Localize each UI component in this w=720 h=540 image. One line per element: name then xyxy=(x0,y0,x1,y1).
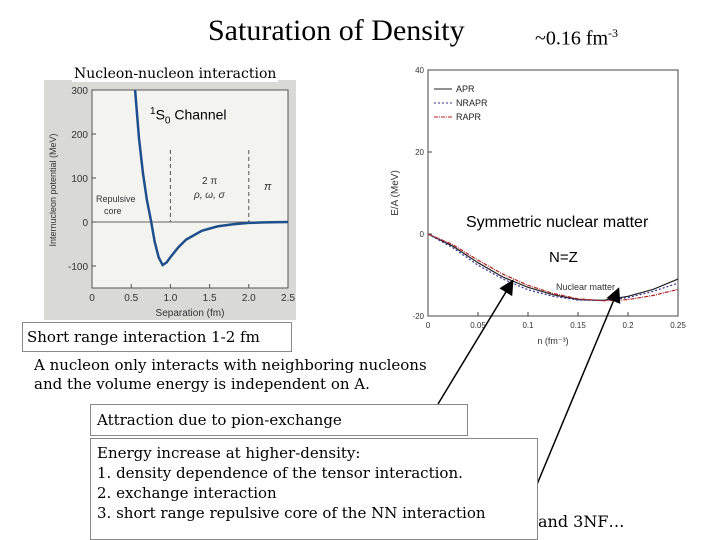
nuclear-matter-plot: 0 0.05 0.1 0.15 0.2 0.25 40 20 0 -20 E/A (MeV) n … xyxy=(380,60,690,348)
left-x-tick: 1.0 xyxy=(163,293,177,304)
right-x-tick: 0.05 xyxy=(470,321,486,330)
n-equals-z-label: N=Z xyxy=(546,248,581,267)
right-y-axis-label: E/A (MeV) xyxy=(390,170,401,216)
left-x-tick: 2.5 xyxy=(281,293,295,304)
core-label: core xyxy=(104,206,122,216)
nn-potential-plot: 0 0.5 1.0 1.5 2.0 2.5 300 200 100 0 -100 Internucl… xyxy=(44,80,296,320)
left-y-tick: -100 xyxy=(68,262,88,273)
legend-rapr: RAPR xyxy=(456,112,482,122)
left-x-tick: 0 xyxy=(89,293,95,304)
left-y-tick: 0 xyxy=(82,218,88,229)
attraction-box: Attraction due to pion-exchange xyxy=(90,404,468,436)
potential-curve xyxy=(133,89,289,267)
short-range-box: Short range interaction 1-2 fm xyxy=(22,322,292,352)
right-y-tick: 40 xyxy=(415,66,424,75)
energy-heading: Energy increase at higher-density: xyxy=(97,444,361,462)
nuclear-matter-curve-label: Nuclear matter xyxy=(556,282,615,292)
left-y-axis-label: Internucleon potential (MeV) xyxy=(48,133,58,246)
nn-interaction-label: Nucleon-nucleon interaction xyxy=(72,66,279,82)
saturation-density-value: ~0.16 fm-3 xyxy=(535,26,619,50)
energy-item-2: 2. exchange interaction xyxy=(97,484,277,502)
left-x-tick: 1.5 xyxy=(203,293,217,304)
channel-label: 1S0 Channel xyxy=(150,106,227,127)
legend-nrapr: NRAPR xyxy=(456,98,488,108)
left-y-tick: 300 xyxy=(71,86,88,97)
nn-potential-chart: 0 0.5 1.0 1.5 2.0 2.5 300 200 100 0 -100 Internucl… xyxy=(44,80,296,320)
energy-increase-box: Energy increase at higher-density: 1. de… xyxy=(90,438,538,540)
repulsive-label: Repulsive xyxy=(96,194,136,204)
right-x-tick: 0 xyxy=(426,321,431,330)
right-y-tick: 0 xyxy=(420,230,425,239)
nucleon-line-1: A nucleon only interacts with neighborin… xyxy=(34,356,427,374)
right-y-tick: 20 xyxy=(415,148,424,157)
symmetric-matter-label: Symmetric nuclear matter xyxy=(462,212,653,234)
legend-apr: APR xyxy=(456,84,475,94)
right-x-tick: 0.15 xyxy=(570,321,586,330)
energy-item-3: 3. short range repulsive core of the NN … xyxy=(97,504,486,522)
left-x-tick: 0.5 xyxy=(124,293,138,304)
right-x-tick: 0.25 xyxy=(670,321,686,330)
nucleon-line-2: and the volume energy is independent on … xyxy=(34,375,370,393)
page-title: Saturation of Density xyxy=(208,14,465,47)
right-x-axis-label: n (fm⁻³) xyxy=(537,336,568,346)
nucleon-interaction-text: A nucleon only interacts with neighborin… xyxy=(34,356,427,394)
legend: APR NRAPR RAPR xyxy=(434,84,488,122)
mesons-label: ρ, ω, σ xyxy=(193,190,226,201)
left-y-tick: 100 xyxy=(71,174,88,185)
left-y-tick: 200 xyxy=(71,130,88,141)
right-x-tick: 0.2 xyxy=(622,321,634,330)
pi-label: π xyxy=(264,181,272,193)
left-x-axis-label: Separation (fm) xyxy=(156,308,225,319)
left-x-tick: 2.0 xyxy=(242,293,256,304)
three-nucleon-force-note: and 3NF… xyxy=(538,512,625,531)
two-pi-label: 2 π xyxy=(202,176,217,187)
right-x-tick: 0.1 xyxy=(522,321,534,330)
right-y-tick: -20 xyxy=(412,312,424,321)
energy-item-1: 1. density dependence of the tensor inte… xyxy=(97,464,463,482)
